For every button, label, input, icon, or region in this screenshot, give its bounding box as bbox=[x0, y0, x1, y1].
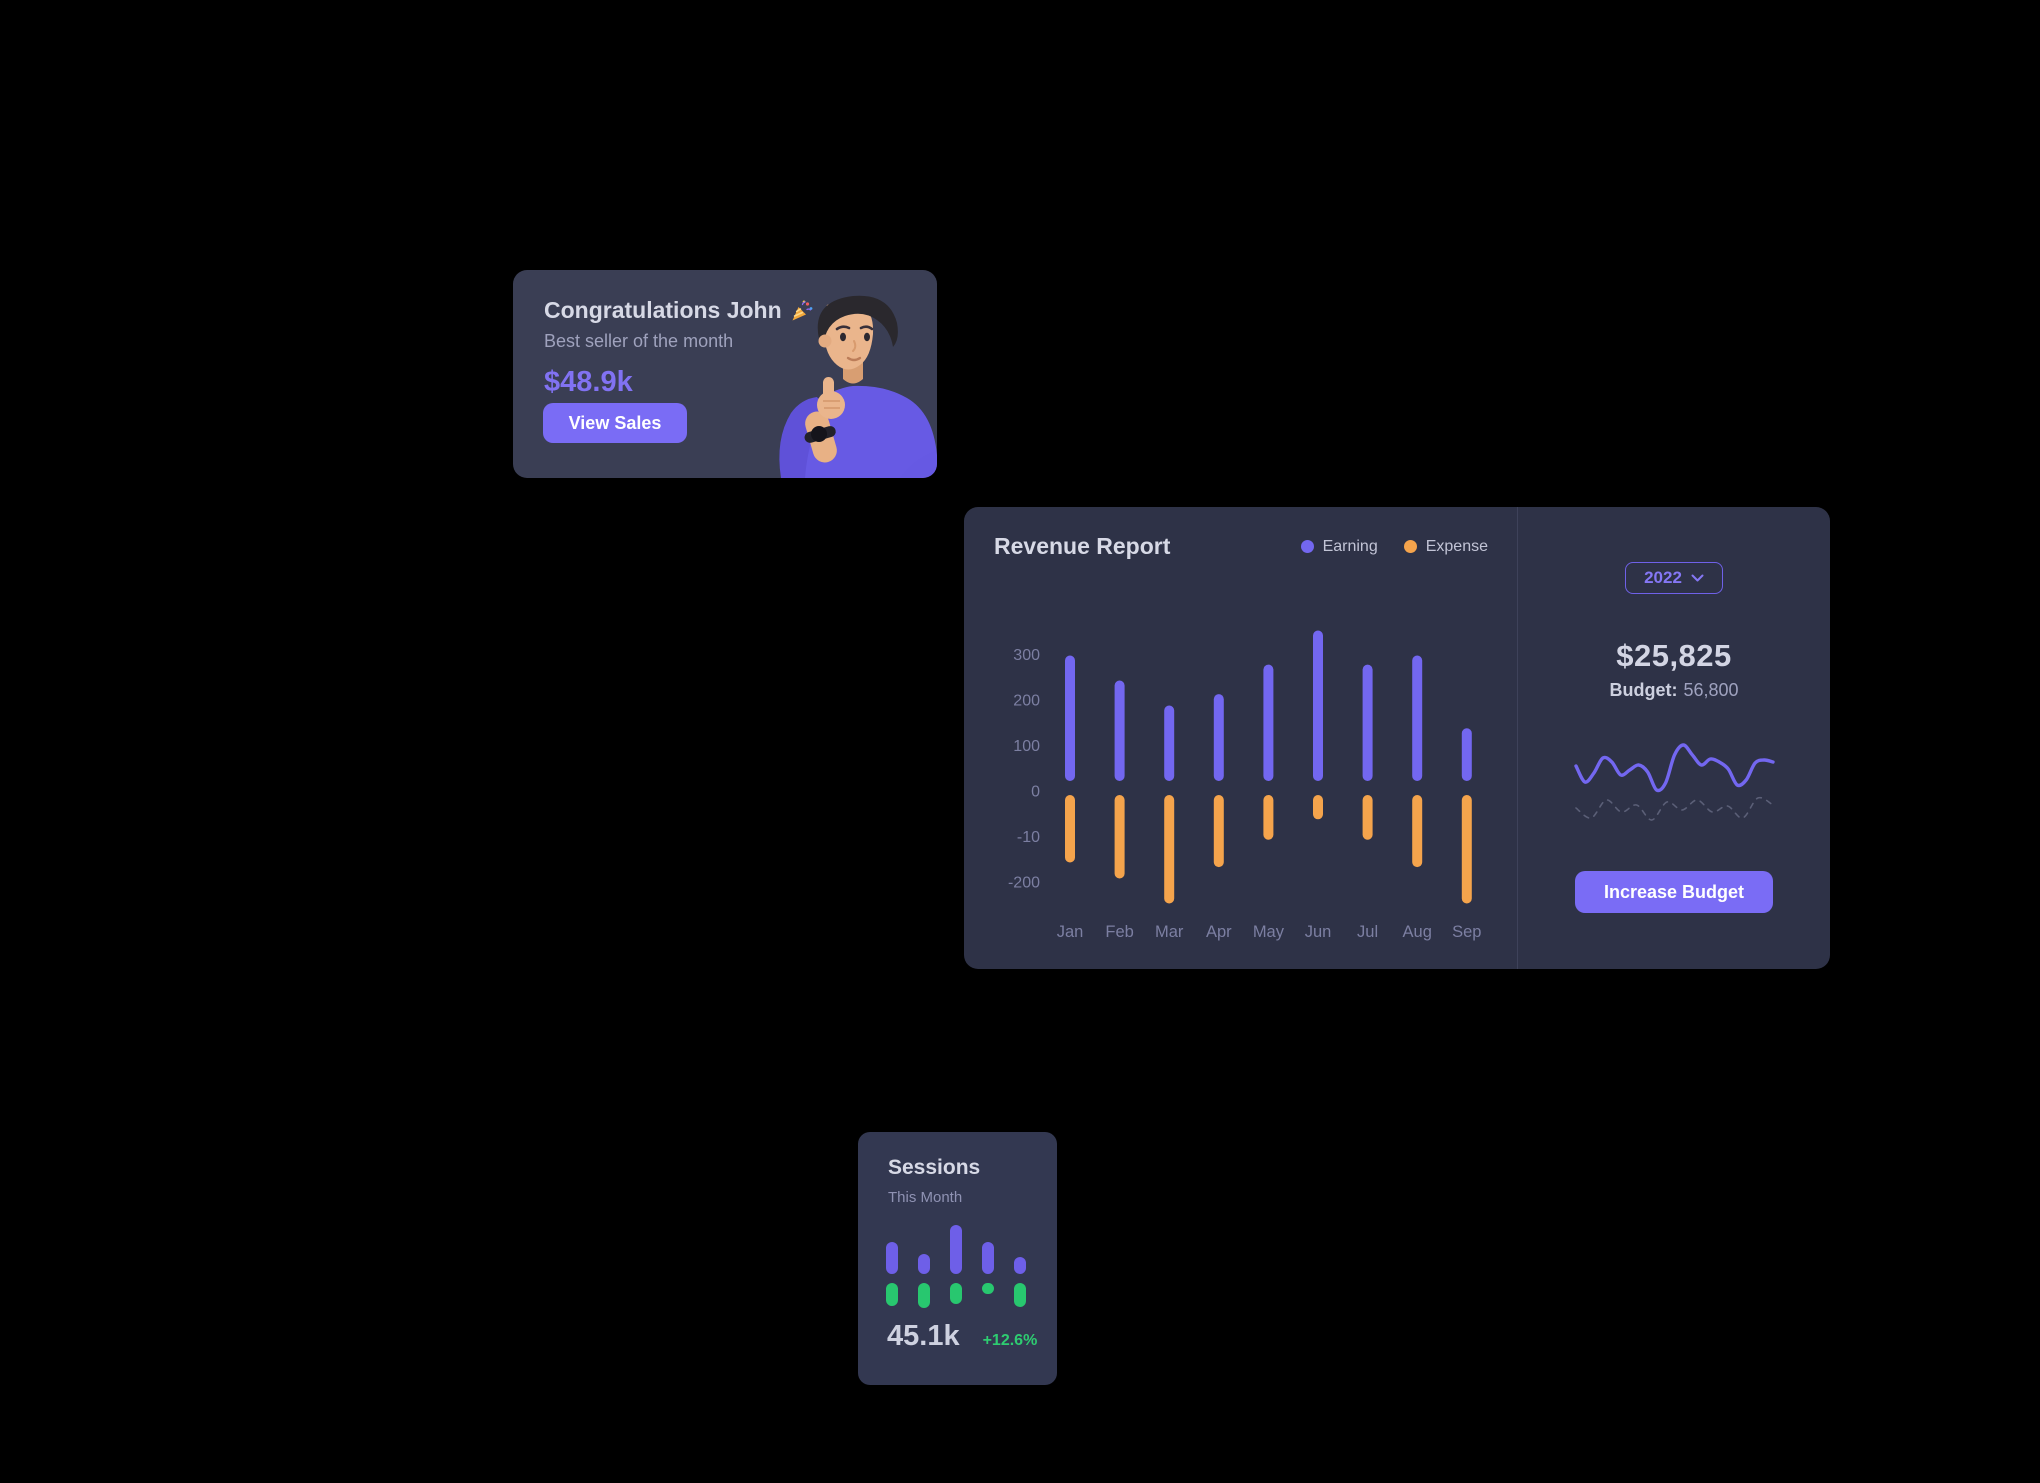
earning-bar bbox=[1313, 630, 1323, 781]
session-bar-down bbox=[982, 1283, 994, 1294]
revenue-title: Revenue Report bbox=[994, 533, 1171, 559]
month-label: Aug bbox=[1403, 923, 1432, 941]
session-bar-up bbox=[982, 1242, 994, 1274]
john-illustration bbox=[757, 293, 937, 478]
month-label: Jun bbox=[1305, 923, 1332, 941]
expense-bar bbox=[1114, 795, 1125, 879]
session-bar-up bbox=[1014, 1256, 1026, 1274]
view-sales-button[interactable]: View Sales bbox=[543, 403, 687, 443]
sessions-bar-pair bbox=[886, 1225, 898, 1308]
divider bbox=[1517, 507, 1518, 969]
budget-label: Budget: bbox=[1609, 680, 1678, 700]
y-tick-label: 200 bbox=[1013, 693, 1040, 710]
month-label: Jan bbox=[1057, 923, 1084, 941]
expense-dot-icon bbox=[1403, 540, 1417, 553]
earning-bar bbox=[1164, 705, 1175, 781]
budget-baseline-line bbox=[1575, 796, 1774, 821]
y-tick-label: -200 bbox=[1008, 875, 1040, 892]
congrats-subtitle: Best seller of the month bbox=[544, 331, 734, 351]
legend-expense-label: Expense bbox=[1425, 537, 1488, 555]
expense-bar bbox=[1412, 795, 1423, 868]
congrats-title: Congratulations John bbox=[544, 297, 814, 324]
y-tick-label: -10 bbox=[1017, 829, 1040, 846]
chevron-down-icon bbox=[1691, 574, 1704, 581]
session-bar-down bbox=[918, 1283, 930, 1308]
sessions-subtitle: This Month bbox=[888, 1189, 963, 1206]
congrats-title-text: Congratulations John bbox=[544, 297, 782, 323]
budget-line: Budget: 56,800 bbox=[1518, 680, 1830, 701]
y-tick-label: 300 bbox=[1013, 647, 1040, 664]
session-bar-up bbox=[886, 1242, 898, 1274]
session-bar-down bbox=[950, 1283, 962, 1304]
sales-amount: $48.9k bbox=[544, 366, 633, 398]
month-label: Apr bbox=[1206, 923, 1232, 941]
month-label: Feb bbox=[1105, 923, 1133, 941]
sessions-delta: +12.6% bbox=[982, 1332, 1038, 1349]
month-label: Mar bbox=[1155, 923, 1184, 941]
y-tick-label: 0 bbox=[1031, 784, 1040, 801]
session-bar-down bbox=[886, 1283, 898, 1306]
earning-trend-line bbox=[1574, 743, 1775, 793]
earning-bar bbox=[1461, 728, 1472, 781]
sessions-title: Sessions bbox=[888, 1156, 981, 1179]
revenue-header: Revenue Report Earning Expense bbox=[994, 533, 1488, 560]
expense-bar bbox=[1213, 795, 1224, 868]
sessions-bar-chart bbox=[886, 1225, 1026, 1308]
budget-value: 56,800 bbox=[1683, 680, 1739, 700]
expense-bar bbox=[1164, 795, 1175, 904]
legend-earning-label: Earning bbox=[1322, 537, 1378, 555]
budget-panel: 2022 $25,825 Budget: 56,800 Increase Budg… bbox=[1518, 507, 1830, 969]
session-bar-up bbox=[918, 1254, 930, 1274]
legend-earning[interactable]: Earning bbox=[1300, 537, 1378, 556]
sessions-card: Sessions This Month 45.1k +12.6% bbox=[858, 1132, 1057, 1385]
earning-bar bbox=[1263, 664, 1274, 781]
sessions-total: 45.1k bbox=[887, 1320, 960, 1352]
earning-bar bbox=[1213, 694, 1224, 781]
month-label: Sep bbox=[1452, 923, 1481, 941]
y-tick-label: 100 bbox=[1013, 738, 1040, 755]
year-dropdown-value: 2022 bbox=[1644, 568, 1682, 587]
revenue-report-card: Revenue Report Earning Expense 300 200 100… bbox=[964, 507, 1830, 969]
expense-bar bbox=[1313, 795, 1323, 820]
increase-budget-button[interactable]: Increase Budget bbox=[1575, 871, 1773, 913]
chart-legend: Earning Expense bbox=[1300, 537, 1488, 556]
expense-bar bbox=[1065, 795, 1075, 863]
legend-expense[interactable]: Expense bbox=[1403, 537, 1488, 556]
sessions-bar-pair bbox=[950, 1225, 962, 1308]
earning-dot-icon bbox=[1300, 540, 1314, 553]
congrats-card: Congratulations John Best seller of the … bbox=[513, 270, 937, 478]
earning-bar bbox=[1362, 664, 1373, 781]
earning-bar bbox=[1065, 655, 1075, 781]
expense-bar bbox=[1263, 795, 1274, 840]
sessions-bar-pair bbox=[982, 1225, 994, 1308]
sessions-footer: 45.1k +12.6% bbox=[887, 1320, 1037, 1353]
expense-bar bbox=[1362, 795, 1373, 840]
sessions-bar-pair bbox=[1014, 1225, 1026, 1308]
total-amount: $25,825 bbox=[1616, 638, 1732, 673]
session-bar-up bbox=[950, 1225, 962, 1274]
sessions-bar-pair bbox=[918, 1225, 930, 1308]
session-bar-down bbox=[1014, 1283, 1026, 1307]
party-popper-icon bbox=[792, 300, 813, 320]
expense-bar bbox=[1461, 795, 1472, 904]
year-dropdown[interactable]: 2022 bbox=[1625, 562, 1723, 594]
revenue-bar-chart: 300 200 100 0 -10 -200 Jan Feb Mar Apr May Jun Jul Au… bbox=[1008, 630, 1481, 941]
month-label: Jul bbox=[1357, 923, 1378, 941]
earning-bar bbox=[1412, 655, 1423, 781]
month-label: May bbox=[1253, 923, 1285, 941]
earning-bar bbox=[1114, 680, 1125, 781]
